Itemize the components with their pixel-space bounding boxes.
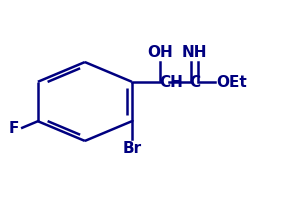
Text: Br: Br — [122, 141, 141, 156]
Text: F: F — [9, 121, 19, 136]
Text: CH: CH — [160, 75, 183, 90]
Text: OEt: OEt — [217, 75, 248, 90]
Text: OH: OH — [147, 44, 173, 59]
Text: C: C — [189, 75, 200, 90]
Text: NH: NH — [182, 44, 207, 59]
